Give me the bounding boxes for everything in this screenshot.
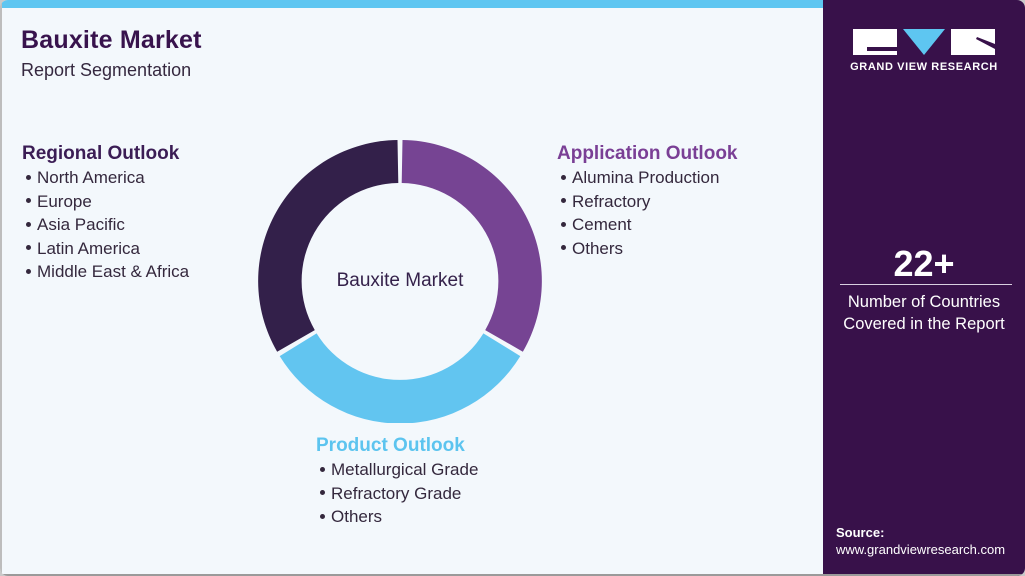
accent-strip — [0, 0, 823, 8]
bullet-icon — [26, 268, 31, 274]
regional-outlook-title: Regional Outlook — [22, 143, 180, 164]
list-item: Alumina Production — [557, 166, 738, 190]
gvr-logo-icon — [853, 29, 995, 55]
list-item: Middle East & Africa — [22, 260, 189, 284]
donut-segment-product — [279, 333, 521, 423]
source-link[interactable]: www.grandviewresearch.com — [836, 542, 1006, 557]
product-outlook-title: Product Outlook — [316, 435, 465, 456]
bullet-icon — [26, 198, 31, 204]
list-item: Others — [557, 237, 738, 261]
frame-edge — [0, 0, 2, 576]
application-outlook-title: Application Outlook — [557, 143, 738, 164]
sidebar-panel — [823, 0, 1025, 576]
bullet-icon — [320, 513, 325, 519]
list-item: North America — [22, 166, 189, 190]
list-item: Others — [316, 505, 478, 529]
list-item: Asia Pacific — [22, 213, 189, 237]
bullet-icon — [561, 174, 566, 180]
list-item: Refractory Grade — [316, 482, 478, 506]
donut-segment-regional — [258, 140, 399, 352]
product-outlook-list: Metallurgical Grade Refractory Grade Oth… — [316, 458, 478, 529]
bullet-icon — [26, 221, 31, 227]
page-title: Bauxite Market — [21, 26, 202, 54]
list-item: Europe — [22, 190, 189, 214]
bullet-icon — [320, 490, 325, 496]
donut-center-label: Bauxite Market — [336, 270, 464, 291]
stat-divider — [840, 284, 1012, 285]
regional-outlook-list: North America Europe Asia Pacific Latin … — [22, 166, 189, 284]
bullet-icon — [561, 245, 566, 251]
bullet-icon — [320, 466, 325, 472]
list-item: Refractory — [557, 190, 738, 214]
brand-name: GRAND VIEW RESEARCH — [850, 61, 998, 73]
bullet-icon — [26, 174, 31, 180]
frame-edge — [0, 574, 1025, 576]
segmentation-donut-chart — [258, 140, 542, 423]
list-item: Latin America — [22, 237, 189, 261]
bullet-icon — [561, 221, 566, 227]
list-item: Metallurgical Grade — [316, 458, 478, 482]
stat-value: 22+ — [893, 243, 955, 284]
list-item: Cement — [557, 213, 738, 237]
bullet-icon — [561, 198, 566, 204]
page-subtitle: Report Segmentation — [21, 60, 192, 80]
application-outlook-section: Application Outlook Alumina Production R… — [557, 142, 738, 260]
bullet-icon — [26, 245, 31, 251]
stat-description: Number of Countries Covered in the Repor… — [843, 293, 1005, 333]
application-outlook-list: Alumina Production Refractory Cement Oth… — [557, 166, 738, 260]
donut-segment-application — [401, 140, 542, 352]
regional-outlook-section: Regional Outlook North America Europe As… — [22, 142, 189, 284]
product-outlook-section: Product Outlook Metallurgical Grade Refr… — [316, 434, 478, 529]
source-label: Source: — [836, 525, 885, 540]
